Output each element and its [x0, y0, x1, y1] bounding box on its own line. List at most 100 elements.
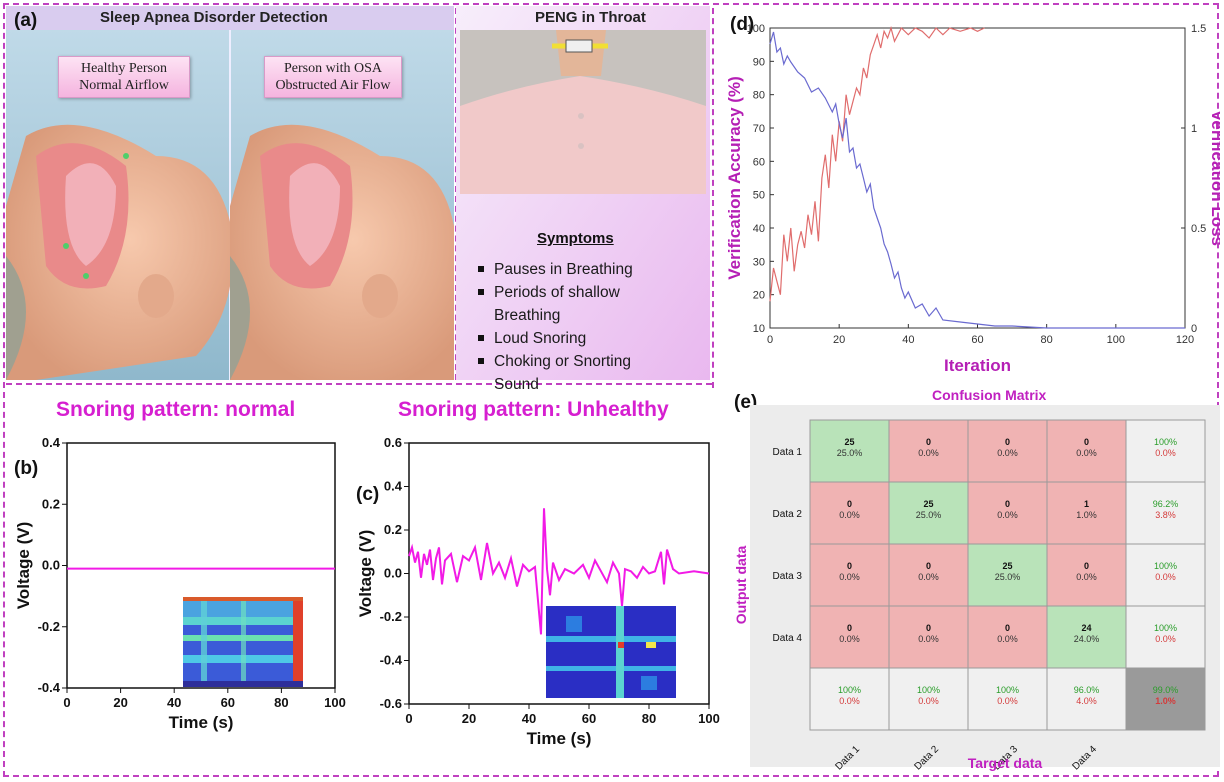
y-tick-label: 40 — [753, 223, 765, 235]
panel-d-label: (d) — [730, 14, 755, 35]
chart-d: 0 20 40 60 80 100 1201009080706050403020101.51… — [725, 23, 1220, 375]
symptom-item: Loud Snoring — [472, 327, 702, 350]
cell-percent: 0.0% — [918, 572, 939, 582]
x-axis-label: Target data — [968, 755, 1043, 771]
matrix-cell — [888, 481, 969, 545]
peng-title: PENG in Throat — [535, 9, 646, 26]
cell-count: 0 — [926, 561, 931, 571]
matrix-cell — [1125, 419, 1206, 483]
y-tick-label: 0.2 — [42, 496, 60, 511]
row-summary-good: 100% — [1154, 437, 1177, 447]
matrix-cell — [809, 481, 890, 545]
cell-percent: 0.0% — [839, 510, 860, 520]
bubble-healthy: Healthy Person Normal Airflow — [58, 56, 190, 98]
row-summary-good: 96.2% — [1153, 499, 1179, 509]
overall-bad: 1.0% — [1155, 696, 1176, 706]
cell-percent: 25.0% — [916, 510, 942, 520]
matrix-cell — [1125, 481, 1206, 545]
row-label: Data 2 — [773, 509, 803, 520]
cell-percent: 25.0% — [837, 448, 863, 458]
x-tick-label: 20 — [462, 711, 476, 726]
peng-throat-photo — [456, 6, 710, 380]
chart-e: Data 12525.0%00.0%00.0%00.0%100%0.0%Data… — [733, 405, 1220, 773]
confusion-title: Confusion Matrix — [932, 387, 1047, 403]
col-summary-bad: 0.0% — [839, 696, 860, 706]
divider-bottom — [6, 383, 712, 385]
y-axis-label: Voltage (V) — [356, 530, 375, 618]
y-tick-label: 80 — [753, 90, 765, 102]
x-tick-label: 0 — [405, 711, 412, 726]
x-tick-label: 60 — [221, 695, 235, 710]
y-tick-label: 0.0 — [384, 566, 402, 581]
cell-percent: 0.0% — [997, 634, 1018, 644]
y-tick-label: 20 — [753, 290, 765, 302]
cell-percent: 0.0% — [839, 572, 860, 582]
chart-b: 0 20 40 60 80 100 0.4 0.2 0.0 -0.2 -0.4 Time (s) Vol… — [14, 435, 346, 732]
y-tick-label: -0.6 — [380, 696, 402, 711]
symptom-item: Periods of shallow — [472, 281, 702, 304]
panel-a-title: Sleep Apnea Disorder Detection — [100, 9, 328, 26]
cell-count: 25 — [1002, 561, 1012, 571]
cell-percent: 24.0% — [1074, 634, 1100, 644]
y2-tick-label: 1.5 — [1191, 23, 1206, 35]
y-tick-label: 30 — [753, 256, 765, 268]
col-summary-good: 96.0% — [1074, 685, 1100, 695]
matrix-cell — [1125, 605, 1206, 669]
y2-axis-label: Verification Loss — [1208, 110, 1220, 246]
cell-percent: 0.0% — [997, 448, 1018, 458]
cell-percent: 0.0% — [1076, 448, 1097, 458]
matrix-cell — [967, 605, 1048, 669]
y-tick-label: 90 — [753, 56, 765, 68]
col-summary-good: 100% — [917, 685, 940, 695]
x-tick-label: 120 — [1176, 334, 1194, 346]
matrix-cell — [967, 481, 1048, 545]
x-tick-label: 80 — [642, 711, 656, 726]
matrix-cell — [1046, 667, 1127, 731]
matrix-cell — [888, 667, 969, 731]
y-tick-label: 10 — [753, 323, 765, 335]
x-tick-label: 40 — [522, 711, 536, 726]
matrix-cell — [967, 667, 1048, 731]
matrix-cell — [1046, 543, 1127, 607]
y-tick-label: 50 — [753, 190, 765, 202]
x-tick-label: 80 — [274, 695, 288, 710]
chart-c: 0 20 40 60 80 100 0.6 0.4 0.2 0.0 -0.2 -0.4 -0.6 Time… — [356, 435, 720, 748]
head-healthy — [6, 124, 233, 380]
x-tick-label: 20 — [113, 695, 127, 710]
bubble-healthy-line2: Normal Airflow — [79, 78, 169, 93]
row-label: Data 4 — [773, 633, 803, 644]
row-label: Data 3 — [773, 571, 803, 582]
spectrogram-normal — [183, 597, 303, 687]
symptom-item-cont: Breathing — [494, 307, 561, 324]
y-axis-label: Verification Accuracy (%) — [725, 76, 744, 279]
y-tick-label: 0.2 — [384, 522, 402, 537]
y-tick-label: -0.2 — [38, 619, 60, 634]
y-axis-label: Voltage (V) — [14, 522, 33, 610]
col-summary-bad: 0.0% — [918, 696, 939, 706]
x-axis-label: Time (s) — [169, 713, 234, 732]
x-axis-label: Iteration — [944, 356, 1011, 375]
matrix-cell — [1046, 419, 1127, 483]
y-tick-label: 0.4 — [42, 435, 61, 450]
row-summary-bad: 0.0% — [1155, 448, 1176, 458]
symptoms-title: Symptoms — [537, 230, 614, 247]
cell-percent: 25.0% — [995, 572, 1021, 582]
col-summary-good: 100% — [838, 685, 861, 695]
x-tick-label: 60 — [971, 334, 983, 346]
y2-tick-label: 1 — [1191, 123, 1197, 135]
y2-tick-label: 0 — [1191, 323, 1197, 335]
y2-tick-label: 0.5 — [1191, 223, 1206, 235]
cell-count: 0 — [1005, 499, 1010, 509]
cell-count: 0 — [847, 623, 852, 633]
y-axis-label: Output data — [733, 546, 749, 625]
bubble-healthy-line1: Healthy Person — [81, 61, 167, 76]
y-tick-label: 0.0 — [42, 558, 60, 573]
cell-count: 0 — [926, 437, 931, 447]
row-summary-bad: 0.0% — [1155, 572, 1176, 582]
series-line — [408, 508, 710, 635]
loss-line — [769, 31, 1185, 329]
cell-count: 0 — [1005, 623, 1010, 633]
matrix-cell — [888, 605, 969, 669]
cell-percent: 0.0% — [918, 634, 939, 644]
cell-count: 1 — [1084, 499, 1089, 509]
